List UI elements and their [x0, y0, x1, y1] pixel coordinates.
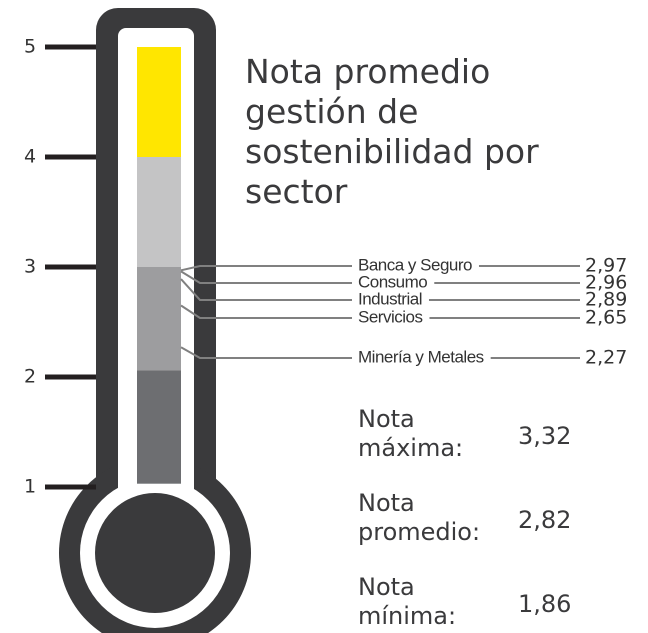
y-tick-label: 4: [24, 146, 36, 168]
leader-line: [180, 265, 352, 272]
value-label: 2,89: [585, 289, 627, 311]
sector-label: Consumo: [358, 272, 427, 291]
thermometer-band: [137, 157, 181, 267]
thermometer-band: [137, 370, 181, 484]
sector-label: Industrial: [358, 289, 422, 308]
thermometer-band: [137, 47, 181, 157]
leader-line: [180, 346, 352, 359]
leader-line: [180, 278, 352, 301]
thermometer-band: [137, 267, 181, 371]
stat-label: Nota mínima:: [358, 573, 457, 630]
stat-value: 2,82: [518, 506, 572, 534]
value-label: 2,96: [585, 272, 627, 294]
y-tick-label: 2: [24, 366, 36, 388]
leader-line: [180, 304, 352, 319]
sector-label: Servicios: [358, 307, 422, 326]
y-tick-label: 5: [24, 36, 36, 58]
leader-line: [180, 270, 352, 284]
stat-value: 3,32: [518, 422, 572, 450]
stat-value: 1,86: [518, 590, 572, 618]
value-label: 2,65: [585, 307, 627, 329]
value-label: 2,97: [585, 255, 627, 277]
thermometer-bulb: [95, 493, 215, 613]
stat-label: Nota promedio:: [358, 489, 481, 546]
value-label: 2,27: [585, 347, 627, 369]
sector-label: Banca y Seguro: [358, 255, 472, 274]
stat-label: Nota máxima:: [358, 405, 464, 462]
y-tick-label: 3: [24, 256, 36, 278]
chart-title: Nota promedio gestión de sostenibilidad …: [245, 52, 539, 211]
y-tick-label: 1: [24, 476, 36, 498]
sector-label: Minería y Metales: [358, 347, 484, 366]
